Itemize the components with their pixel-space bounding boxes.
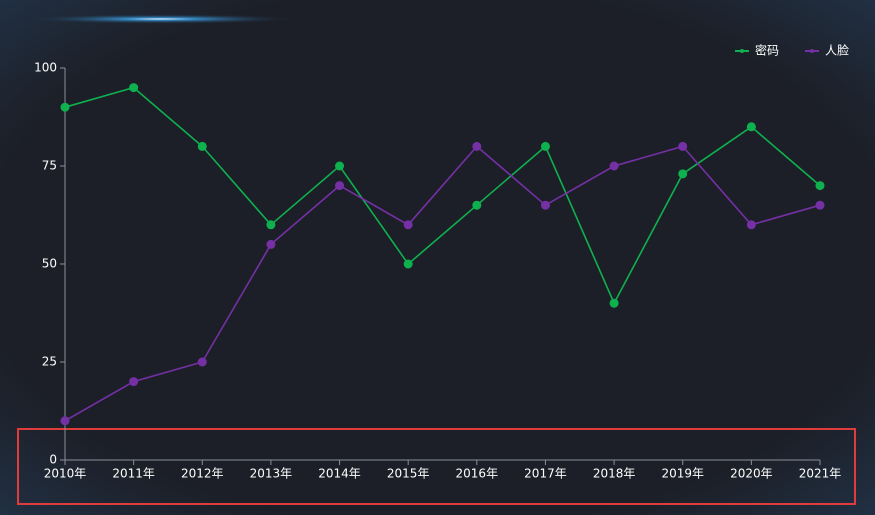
data-point <box>403 259 413 269</box>
x-tick-label: 2020年 <box>730 467 773 481</box>
data-point <box>60 102 70 112</box>
x-tick-label: 2010年 <box>44 467 87 481</box>
data-point <box>678 141 688 151</box>
legend-dot <box>740 49 744 53</box>
y-tick-label: 0 <box>49 453 57 467</box>
data-point <box>609 161 619 171</box>
glow-decoration <box>20 14 300 24</box>
data-point <box>815 200 825 210</box>
x-tick-label: 2012年 <box>181 467 224 481</box>
data-point <box>815 181 825 191</box>
data-point <box>746 220 756 230</box>
x-tick-label: 2011年 <box>112 467 155 481</box>
y-tick-label: 100 <box>34 61 57 75</box>
x-tick-label: 2013年 <box>250 467 293 481</box>
x-tick-label: 2017年 <box>524 467 567 481</box>
data-point <box>678 169 688 179</box>
y-tick-label: 75 <box>42 159 57 173</box>
series-line <box>64 86 821 306</box>
data-point <box>472 200 482 210</box>
data-point <box>266 239 276 249</box>
legend-label: 密码 <box>755 43 779 58</box>
y-tick-label: 50 <box>42 257 57 271</box>
data-point <box>266 220 276 230</box>
x-tick-label: 2016年 <box>456 467 499 481</box>
x-tick-label: 2021年 <box>799 467 842 481</box>
plot-area: 0 25 50 75 100 2010年 2011年 2012年 2013年 2014年 2015年… <box>34 43 849 481</box>
series-line <box>64 145 821 422</box>
data-point <box>540 200 550 210</box>
data-point <box>197 141 207 151</box>
data-point <box>403 220 413 230</box>
data-point <box>335 181 345 191</box>
data-point <box>335 161 345 171</box>
x-tick-label: 2018年 <box>593 467 636 481</box>
x-tick-label: 2019年 <box>661 467 704 481</box>
data-point <box>60 416 70 426</box>
data-point <box>197 357 207 367</box>
y-tick-label: 25 <box>42 355 57 369</box>
data-point <box>609 298 619 308</box>
data-point <box>472 141 482 151</box>
x-tick-label: 2015年 <box>387 467 430 481</box>
data-point <box>746 122 756 132</box>
data-point <box>129 377 139 387</box>
x-tick-label: 2014年 <box>318 467 361 481</box>
legend-label: 人脸 <box>825 44 849 58</box>
highlight-box <box>17 428 856 505</box>
legend-dot <box>810 49 814 53</box>
data-point <box>540 141 550 151</box>
data-point <box>129 83 139 93</box>
